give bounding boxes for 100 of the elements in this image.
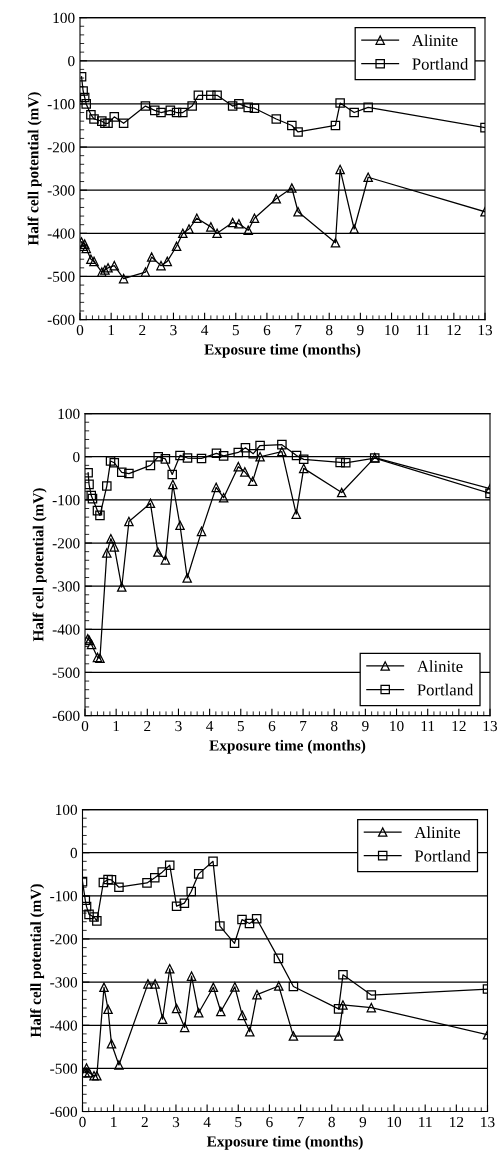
point <box>106 875 117 885</box>
point <box>255 451 265 462</box>
point <box>160 454 171 464</box>
point <box>212 90 222 101</box>
point <box>86 109 96 120</box>
x-tick-label: 3 <box>175 720 182 732</box>
point <box>273 953 284 964</box>
y-tick-label: 100 <box>53 12 75 24</box>
point <box>184 224 194 234</box>
x-tick-label: 12 <box>447 324 461 336</box>
y-axis-title: Half cell potential (mV) <box>32 488 47 642</box>
point <box>366 1002 377 1013</box>
x-axis-title: Exposure time (months) <box>204 343 361 358</box>
point <box>118 273 129 284</box>
point <box>187 101 197 111</box>
y-tick-label: 100 <box>58 408 80 420</box>
point <box>179 1022 190 1033</box>
y-axis-title: Half cell potential (mV) <box>30 884 45 1038</box>
y-tick-label: -200 <box>52 538 80 549</box>
point <box>82 901 92 912</box>
point <box>143 979 153 989</box>
point <box>211 448 222 459</box>
point <box>333 1004 344 1014</box>
x-tick-label: 2 <box>144 720 151 732</box>
y-tick-label: -400 <box>50 1020 78 1031</box>
point <box>140 267 151 277</box>
point <box>243 225 254 236</box>
point <box>287 183 297 193</box>
y-tick-label: -500 <box>47 271 75 282</box>
point <box>175 520 185 531</box>
point <box>157 867 168 877</box>
point <box>150 979 160 989</box>
point <box>218 451 229 461</box>
point <box>106 533 116 544</box>
point <box>251 913 262 924</box>
x-tick-label: 5 <box>232 325 239 336</box>
point <box>229 938 240 949</box>
point <box>165 105 176 116</box>
point <box>157 1014 168 1025</box>
point <box>243 102 254 113</box>
legend-label: Alinite <box>417 660 463 672</box>
point <box>109 112 120 122</box>
y-tick-label: -500 <box>52 667 80 678</box>
point <box>277 439 287 450</box>
point <box>186 971 197 981</box>
point <box>149 105 160 116</box>
point <box>230 982 240 992</box>
point <box>92 505 103 516</box>
point <box>240 467 250 477</box>
point <box>109 457 120 468</box>
y-tick-label: -100 <box>52 495 80 506</box>
x-tick-label: 12 <box>450 1116 464 1128</box>
point <box>237 1010 248 1021</box>
x-tick-label: 7 <box>295 325 302 336</box>
y-tick-label: -400 <box>52 624 80 635</box>
x-tick-label: 11 <box>419 1116 432 1128</box>
point <box>271 194 282 204</box>
point <box>179 898 190 908</box>
point <box>175 450 185 461</box>
legend-label: Alinite <box>414 826 461 839</box>
x-tick-label: 4 <box>201 325 209 336</box>
point <box>171 241 182 252</box>
point <box>366 990 377 1000</box>
point <box>164 963 175 974</box>
point <box>103 1004 113 1015</box>
x-axis-title: Exposure time (months) <box>206 1135 363 1150</box>
point <box>80 86 88 96</box>
point <box>106 1039 117 1049</box>
y-tick-label: 100 <box>56 804 78 816</box>
point <box>247 476 258 487</box>
x-tick-label: 9 <box>362 720 369 732</box>
point <box>240 442 251 453</box>
point <box>85 479 94 490</box>
point <box>335 457 345 468</box>
y-axis-title: Half cell potential (mV) <box>27 92 42 246</box>
point <box>182 573 192 583</box>
point <box>363 172 373 183</box>
point <box>171 901 182 911</box>
point <box>293 127 303 137</box>
point <box>145 460 156 471</box>
point <box>164 860 175 871</box>
y-tick-label: -200 <box>50 934 78 945</box>
y-tick-label: -300 <box>52 581 80 592</box>
y-tick-label: -600 <box>52 710 80 722</box>
point <box>178 228 188 239</box>
point <box>277 446 287 457</box>
x-tick-label: 8 <box>328 1116 335 1128</box>
x-tick-label: 11 <box>421 720 435 732</box>
point <box>109 260 120 271</box>
point <box>124 468 134 479</box>
point <box>160 555 171 565</box>
point <box>99 982 109 993</box>
x-tick-label: 13 <box>478 324 493 336</box>
legend-label: Alinite <box>412 34 458 47</box>
y-tick-label: 0 <box>73 451 80 463</box>
point <box>114 1060 124 1070</box>
point <box>153 451 164 462</box>
point <box>193 90 204 101</box>
point <box>349 107 359 118</box>
point <box>162 256 173 267</box>
